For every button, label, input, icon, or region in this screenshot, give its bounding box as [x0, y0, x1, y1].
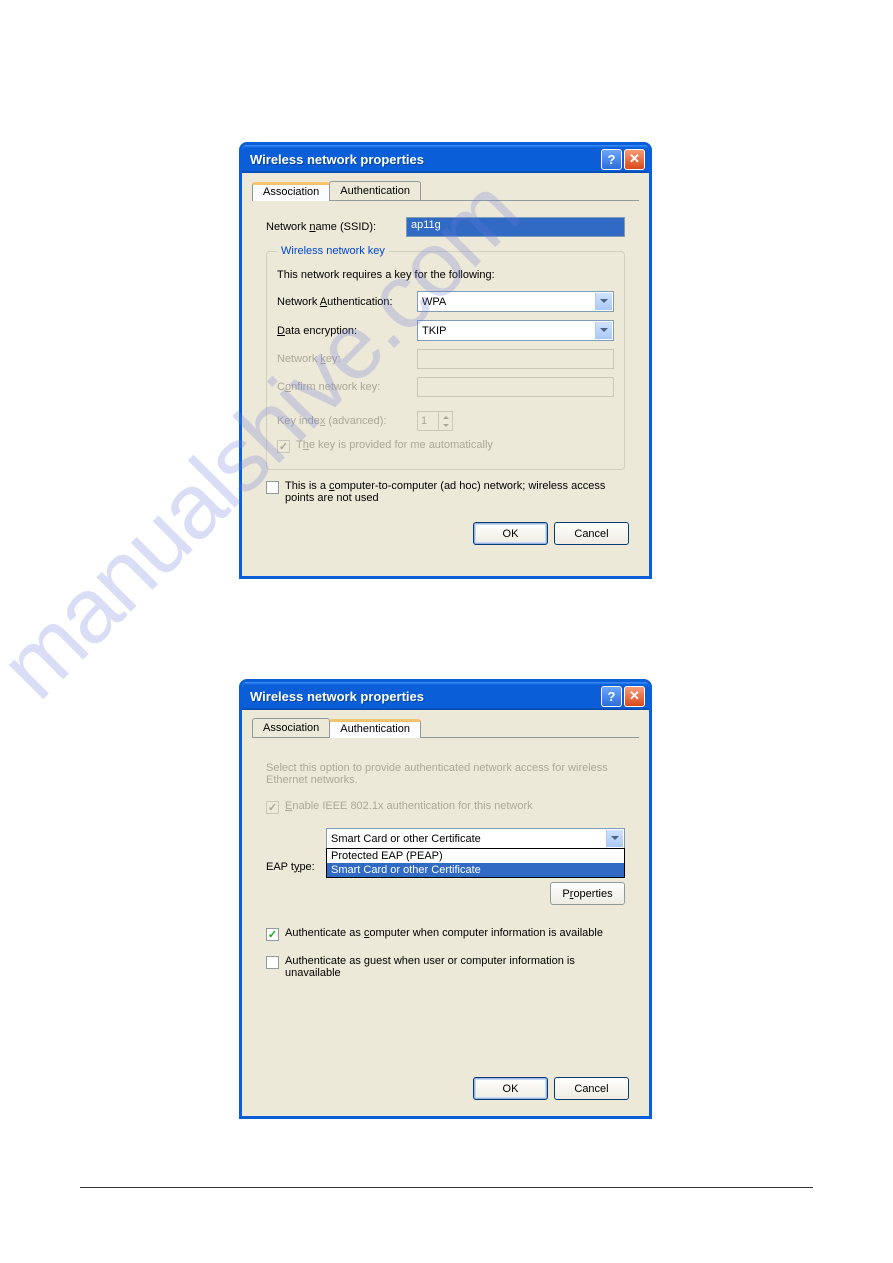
spinner-up-icon	[438, 412, 452, 421]
group-info: This network requires a key for the foll…	[277, 269, 614, 281]
group-legend: Wireless network key	[277, 245, 389, 257]
help-icon: ?	[608, 152, 616, 167]
tabs: Association Authentication	[252, 718, 639, 738]
auth-as-guest-checkbox[interactable]	[266, 956, 279, 969]
help-icon: ?	[608, 689, 616, 704]
tabs: Association Authentication	[252, 181, 639, 201]
eap-option-peap[interactable]: Protected EAP (PEAP)	[327, 849, 624, 863]
close-icon: ✕	[629, 688, 640, 704]
wireless-properties-dialog-association: Wireless network properties ? ✕ Associat…	[239, 142, 652, 579]
netauth-value: WPA	[422, 296, 446, 308]
close-icon: ✕	[629, 151, 640, 167]
ssid-label: Network name (SSID):	[266, 221, 406, 233]
netkey-input	[417, 349, 614, 369]
dropdown-arrow-icon	[595, 293, 612, 310]
auth-as-computer-checkbox[interactable]	[266, 928, 279, 941]
adhoc-checkbox[interactable]	[266, 481, 279, 494]
keyindex-label: Key index (advanced):	[277, 415, 417, 427]
title-text: Wireless network properties	[250, 689, 601, 704]
ssid-input[interactable]: ap11g	[406, 217, 625, 237]
auth-as-guest-label: Authenticate as guest when user or compu…	[285, 955, 625, 979]
keyindex-spinner: 1	[417, 411, 453, 431]
dataenc-label: Data encryption:	[277, 325, 417, 337]
eaptype-value: Smart Card or other Certificate	[331, 833, 481, 845]
eap-option-smartcard[interactable]: Smart Card or other Certificate	[327, 863, 624, 877]
tab-authentication[interactable]: Authentication	[329, 181, 421, 200]
enable-8021x-label: Enable IEEE 802.1x authentication for th…	[285, 800, 533, 812]
footer-divider	[80, 1187, 813, 1188]
dataenc-select[interactable]: TKIP	[417, 320, 614, 341]
wireless-key-group: Wireless network key This network requir…	[266, 245, 625, 470]
ok-button[interactable]: OK	[473, 1077, 548, 1100]
autokey-checkbox	[277, 440, 290, 453]
dropdown-arrow-icon	[595, 322, 612, 339]
title-text: Wireless network properties	[250, 152, 601, 167]
titlebar[interactable]: Wireless network properties ? ✕	[242, 145, 649, 173]
cancel-button[interactable]: Cancel	[554, 522, 629, 545]
spinner-down-icon	[438, 421, 452, 430]
dropdown-arrow-icon	[606, 830, 623, 847]
dataenc-value: TKIP	[422, 325, 446, 337]
auth-info: Select this option to provide authentica…	[266, 762, 625, 786]
enable-8021x-checkbox	[266, 801, 279, 814]
help-button[interactable]: ?	[601, 149, 622, 170]
eaptype-dropdown-list: Protected EAP (PEAP) Smart Card or other…	[326, 848, 625, 878]
auth-as-computer-label: Authenticate as computer when computer i…	[285, 927, 603, 939]
netkey-label: Network key:	[277, 353, 417, 365]
dialog-body: Association Authentication Select this o…	[242, 710, 649, 1116]
cancel-button[interactable]: Cancel	[554, 1077, 629, 1100]
close-button[interactable]: ✕	[624, 149, 645, 170]
ok-button[interactable]: OK	[473, 522, 548, 545]
dialog-body: Association Authentication Network name …	[242, 173, 649, 561]
eaptype-label: EAP type:	[266, 861, 326, 873]
autokey-label: The key is provided for me automatically	[296, 439, 493, 451]
netauth-label: Network Authentication:	[277, 296, 417, 308]
eaptype-select[interactable]: Smart Card or other Certificate	[326, 828, 625, 849]
confirmkey-input	[417, 377, 614, 397]
tab-association[interactable]: Association	[252, 718, 330, 737]
help-button[interactable]: ?	[601, 686, 622, 707]
properties-button[interactable]: Properties	[550, 882, 625, 905]
wireless-properties-dialog-authentication: Wireless network properties ? ✕ Associat…	[239, 679, 652, 1119]
keyindex-value: 1	[418, 412, 438, 430]
titlebar[interactable]: Wireless network properties ? ✕	[242, 682, 649, 710]
adhoc-label: This is a computer-to-computer (ad hoc) …	[285, 480, 625, 504]
netauth-select[interactable]: WPA	[417, 291, 614, 312]
tab-association[interactable]: Association	[252, 182, 330, 201]
close-button[interactable]: ✕	[624, 686, 645, 707]
confirmkey-label: Confirm network key:	[277, 381, 417, 393]
tab-authentication[interactable]: Authentication	[329, 719, 421, 738]
